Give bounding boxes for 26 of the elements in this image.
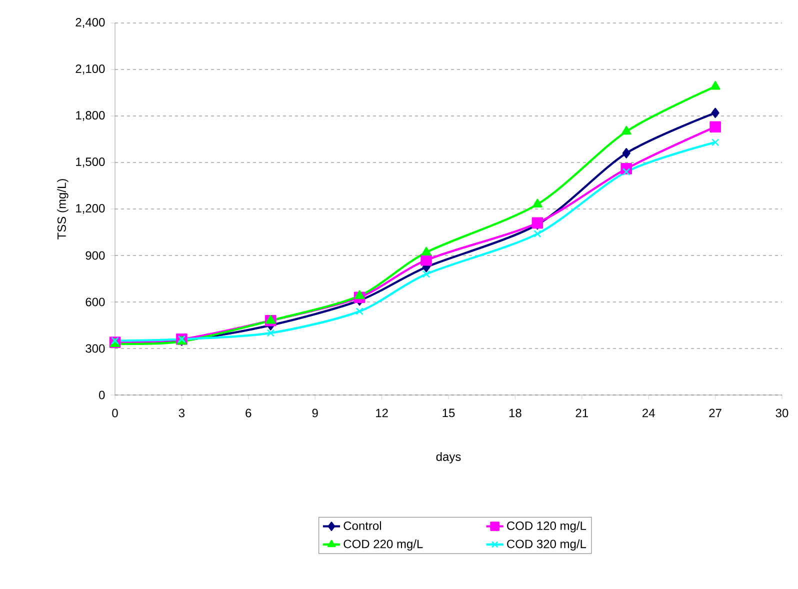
y-tick-label: 2,100 <box>76 64 105 74</box>
x-tick-label: 24 <box>642 408 655 418</box>
y-tick-label: 1,500 <box>76 158 105 168</box>
x-tick-label: 6 <box>246 408 252 418</box>
y-tick-label: 300 <box>86 344 105 353</box>
x-tick-label: 18 <box>509 408 522 418</box>
legend-label: COD 120 mg/L <box>507 521 586 532</box>
x-tick-label: 0 <box>112 408 118 418</box>
y-tick-label: 600 <box>86 298 105 306</box>
y-tick-label: 1,200 <box>76 204 105 214</box>
x-tick-label: 30 <box>776 408 788 418</box>
x-tick-label: 27 <box>709 408 722 418</box>
x-tick-label: 21 <box>576 408 588 418</box>
x-tick-label: 3 <box>178 408 185 418</box>
y-axis-title: TSS (mg/L) <box>57 179 68 240</box>
legend-label: Control <box>344 521 382 530</box>
x-axis-title: days <box>436 452 461 464</box>
y-tick-label: 900 <box>86 251 105 260</box>
legend-label: COD 220 mg/L <box>344 539 423 551</box>
y-tick-label: 2,400 <box>76 18 105 28</box>
legend-label: COD 320 mg/L <box>507 539 586 551</box>
x-tick-label: 12 <box>376 408 388 418</box>
x-tick-label: 15 <box>442 408 455 418</box>
x-tick-label: 9 <box>312 408 318 418</box>
y-tick-label: 1,800 <box>76 111 105 121</box>
y-tick-label: 0 <box>99 390 105 400</box>
